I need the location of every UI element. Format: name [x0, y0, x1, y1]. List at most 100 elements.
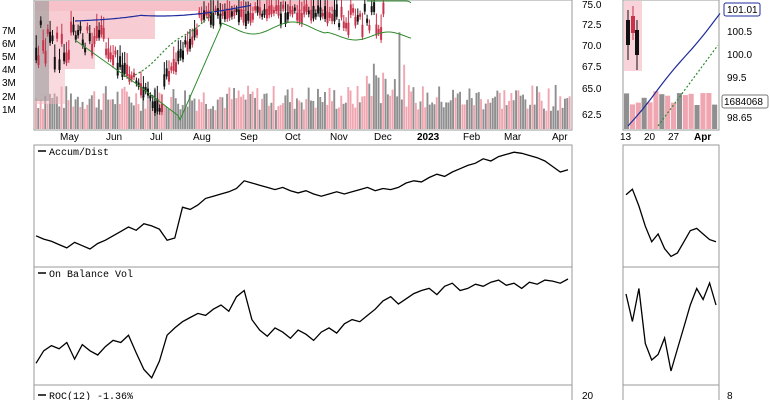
volume-bar [93, 91, 96, 129]
volume-bar [314, 107, 317, 129]
volume-bar [310, 100, 312, 129]
volume-bar [512, 100, 515, 129]
volume-bar [407, 85, 410, 129]
volume-bar [221, 97, 224, 129]
volume-bar [547, 88, 550, 129]
price-candle-body [263, 9, 266, 15]
volume-bar [111, 99, 114, 129]
volume-bar [300, 102, 303, 129]
price-candle-body [126, 64, 129, 77]
price-candle-body [77, 30, 80, 36]
price-candle-body [277, 5, 280, 16]
volume-bar [421, 86, 424, 129]
volume-bar [244, 99, 247, 129]
volume-bar [522, 94, 524, 129]
volume-bar [517, 90, 520, 129]
price-candle-body [65, 52, 68, 63]
price-candle-body [121, 64, 124, 77]
price-band [35, 1, 335, 11]
zoom-price-axis: 101.01 100.5 100.0 99.5 1684068 98.65 13… [620, 2, 769, 143]
price-candle-body [244, 13, 247, 26]
price-candle-body [230, 11, 233, 17]
volume-bar [193, 98, 196, 129]
price-candle-body [177, 50, 180, 62]
price-candle-body [170, 66, 173, 71]
volume-bar [46, 103, 49, 129]
x-label-apr: Apr [552, 132, 568, 143]
volume-bar [121, 88, 124, 129]
price-candle-body [74, 35, 77, 40]
price-candle-body [233, 10, 236, 16]
price-candle-body [98, 29, 101, 38]
price-candle-body [60, 33, 63, 44]
volume-bar [377, 77, 380, 129]
volume-bar [456, 93, 459, 129]
volume-bar [438, 86, 441, 129]
volume-bar [53, 93, 56, 129]
volume-bar [139, 110, 142, 129]
volume-bar [396, 96, 399, 129]
volume-bar [163, 105, 166, 129]
price-candle-body [51, 35, 54, 41]
volume-bar [442, 107, 445, 129]
price-candle-body [119, 56, 122, 68]
volume-bar [70, 93, 72, 129]
volume-bar [254, 97, 256, 129]
price-candle-body [377, 28, 380, 33]
volume-bar [142, 95, 145, 129]
price-candle-body [335, 4, 338, 17]
zoom-x-label: 20 [644, 132, 656, 143]
price-candle-body [165, 68, 168, 77]
volume-bar [195, 110, 198, 129]
price-candle-body [359, 13, 362, 17]
price-candle-body [312, 5, 315, 19]
price-candle-body [226, 8, 229, 19]
roc-legend: ROC(12) -1.36% 20 8 [38, 391, 733, 400]
volume-bar [181, 105, 184, 129]
volume-bar [242, 94, 245, 129]
volume-bar [424, 107, 427, 129]
volume-bar [191, 100, 193, 129]
volume-bar [275, 110, 277, 129]
price-candle-body [352, 8, 355, 13]
price-candle-body [56, 32, 59, 39]
volume-bar [564, 98, 566, 129]
ma-long-line [74, 4, 252, 22]
obv-zoom-line [625, 280, 717, 372]
volume-bar [74, 99, 77, 129]
volume-bar [100, 109, 103, 129]
zoom-volume-bar [671, 102, 677, 129]
price-candle-body [382, 2, 385, 15]
volume-bar [235, 98, 238, 129]
volume-bar [303, 109, 305, 129]
volume-bar [240, 96, 242, 129]
volume-bar [543, 108, 545, 129]
volume-bar [321, 102, 324, 129]
price-candle-body [53, 56, 56, 70]
zoom-x-label: 27 [668, 132, 680, 143]
price-candle-body [191, 36, 194, 45]
x-label-dec: Dec [374, 132, 392, 143]
volume-bar [515, 90, 517, 129]
volume-bar [226, 93, 228, 129]
volume-bar [398, 32, 401, 129]
price-candle-body [196, 29, 198, 36]
price-candle-body [242, 9, 245, 23]
price-candle-body [219, 13, 222, 25]
volume-bar [331, 101, 333, 129]
price-candle-body [321, 12, 324, 17]
volume-bar [372, 63, 375, 130]
price-candle-body [161, 103, 163, 113]
last-volume-box [721, 94, 769, 109]
volume-bar [536, 86, 538, 129]
roc-zoom-axis-label: 8 [727, 391, 733, 400]
volume-bar [216, 99, 219, 129]
volume-bar [128, 96, 131, 129]
volume-bar [305, 99, 308, 129]
volume-bar [237, 90, 240, 129]
volume-bar [76, 96, 79, 129]
price-candle-body [240, 9, 243, 17]
volume-bar [170, 97, 173, 129]
price-candle-body [370, 6, 373, 13]
volume-bar [65, 86, 68, 129]
